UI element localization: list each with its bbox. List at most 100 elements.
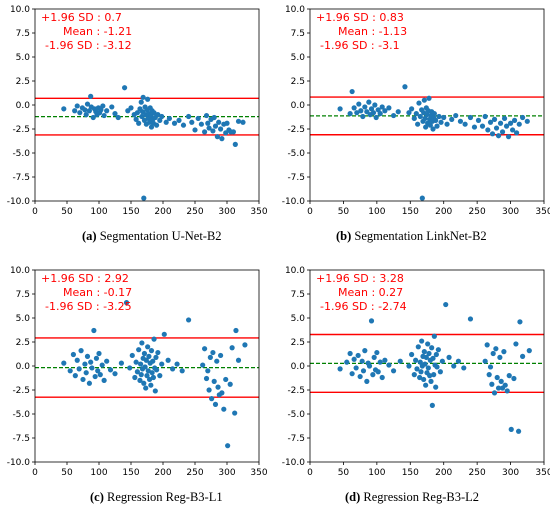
data-point — [431, 111, 437, 117]
data-point — [67, 368, 73, 374]
x-tick-label: 250 — [186, 468, 203, 478]
data-point — [96, 350, 102, 357]
data-point — [80, 376, 86, 383]
data-point — [129, 352, 135, 359]
data-point — [487, 119, 494, 125]
data-point — [379, 374, 385, 381]
x-tick-label: 250 — [469, 207, 486, 217]
y-tick-label: 2.5 — [291, 77, 305, 87]
upper-sd-annotation: +1.96 SD : 0.83 — [316, 11, 404, 24]
data-point — [145, 96, 151, 102]
data-point — [423, 382, 429, 388]
y-tick-label: -2.5 — [287, 386, 305, 396]
data-point — [148, 124, 155, 130]
data-point — [386, 362, 392, 368]
lower-sd-annotation: -1.96 SD : -3.25 — [45, 300, 132, 313]
data-point — [355, 352, 361, 359]
data-point — [205, 368, 211, 374]
data-point — [382, 357, 388, 363]
y-tick-label: -2.5 — [287, 125, 305, 135]
data-point — [242, 342, 248, 348]
data-point — [145, 368, 151, 374]
data-point — [487, 364, 494, 370]
data-point — [223, 376, 229, 383]
data-point — [161, 331, 167, 337]
data-point — [224, 120, 230, 126]
data-point — [373, 114, 379, 121]
data-point — [229, 345, 235, 351]
data-point — [144, 373, 150, 379]
data-point — [143, 357, 149, 363]
data-point — [134, 369, 140, 375]
data-point — [170, 366, 176, 372]
data-point — [232, 141, 238, 147]
y-tick-label: -7.5 — [287, 434, 305, 444]
data-point — [353, 365, 359, 371]
data-point — [78, 348, 84, 354]
y-tick-label: 7.5 — [291, 29, 305, 39]
data-point — [433, 351, 439, 358]
data-point — [513, 341, 519, 347]
data-point — [90, 114, 96, 121]
data-point — [89, 365, 95, 371]
data-point — [360, 113, 366, 120]
data-point — [495, 385, 502, 391]
data-point — [136, 120, 142, 126]
data-point — [366, 99, 372, 105]
data-point — [484, 342, 490, 348]
data-point — [77, 110, 83, 116]
data-point — [140, 94, 146, 100]
data-point — [368, 318, 375, 324]
data-point — [425, 341, 431, 347]
y-tick-label: 10.0 — [10, 5, 30, 15]
data-point — [506, 373, 512, 379]
data-point — [409, 351, 415, 358]
data-point — [434, 123, 440, 129]
data-point — [92, 373, 98, 380]
data-point — [467, 114, 474, 121]
data-point — [431, 333, 437, 339]
data-point — [462, 121, 468, 127]
data-point — [417, 359, 423, 365]
data-point — [413, 111, 419, 117]
x-tick-label: 350 — [250, 207, 267, 217]
data-point — [499, 129, 506, 135]
x-tick-label: 150 — [402, 468, 419, 478]
data-point — [207, 354, 213, 360]
data-point — [421, 97, 427, 103]
data-point — [349, 371, 355, 377]
data-point — [425, 365, 431, 371]
data-point — [134, 110, 140, 116]
data-point — [520, 114, 526, 121]
x-tick-label: 150 — [122, 468, 139, 478]
data-point — [501, 115, 508, 122]
data-point — [189, 119, 195, 125]
data-point — [493, 346, 499, 352]
data-point — [151, 336, 157, 342]
data-point — [112, 111, 118, 117]
data-point — [347, 350, 353, 357]
data-point — [141, 117, 148, 123]
data-point — [495, 133, 502, 139]
data-point — [371, 354, 377, 360]
data-point — [427, 122, 433, 128]
data-point — [219, 136, 225, 142]
data-point — [356, 101, 362, 107]
x-tick-label: 50 — [338, 207, 350, 217]
data-point — [504, 388, 510, 394]
data-point — [152, 388, 158, 394]
data-point — [426, 350, 432, 357]
data-point — [95, 368, 101, 374]
lower-sd-annotation: -1.96 SD : -3.1 — [320, 39, 400, 52]
data-point — [132, 374, 138, 381]
mean-annotation: Mean : 0.27 — [338, 286, 403, 299]
y-tick-label: 5.0 — [291, 53, 306, 63]
x-tick-label: 0 — [32, 468, 38, 478]
data-point — [142, 364, 148, 370]
y-tick-label: -5.0 — [12, 149, 30, 159]
caption-c: (c) Regression Reg-B3-L1 — [90, 490, 223, 504]
data-point — [422, 115, 428, 122]
y-tick-label: -7.5 — [287, 173, 305, 183]
data-point — [171, 120, 178, 126]
x-tick-label: 200 — [154, 468, 171, 478]
